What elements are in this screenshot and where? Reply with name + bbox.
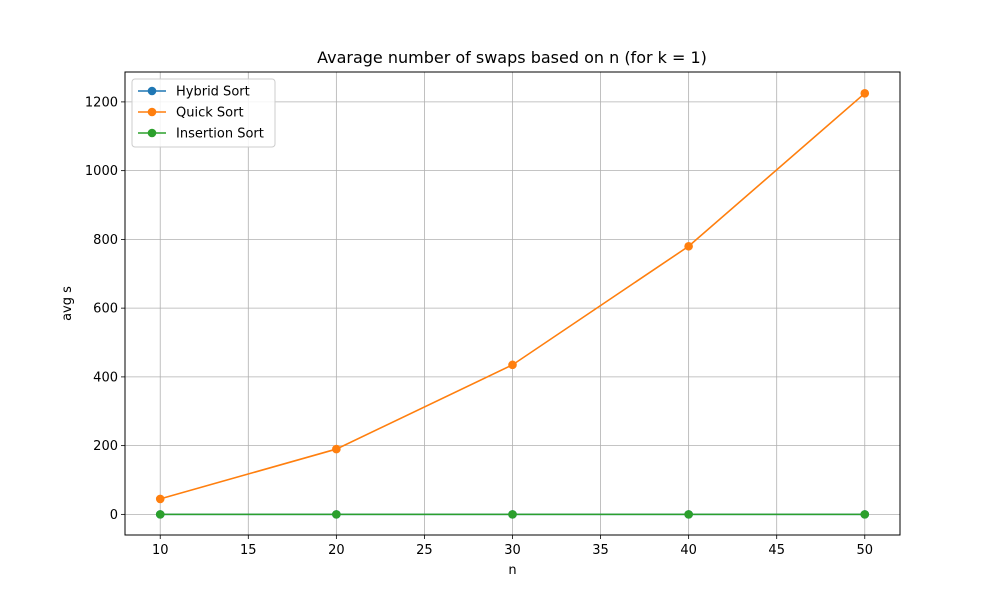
ticks: 10 15 20 25 30 35 40 45 50 0 200 400 600 800 1000 1200 <box>85 95 873 558</box>
x-tick-label: 20 <box>328 543 345 558</box>
data-point-insertion-sort <box>508 510 517 519</box>
data-point-quick-sort <box>860 89 870 98</box>
y-tick-label: 1000 <box>85 164 118 179</box>
x-tick-label: 50 <box>856 543 873 558</box>
x-tick-label: 35 <box>592 543 609 558</box>
data-point-insertion-sort <box>684 510 693 519</box>
data-point-quick-sort <box>332 444 341 454</box>
legend: Hybrid Sort Quick Sort Insertion Sort <box>131 78 276 148</box>
legend-box <box>131 78 276 148</box>
x-axis-label: n <box>508 563 516 578</box>
y-tick-label: 600 <box>93 302 118 317</box>
x-tick-label: 15 <box>240 543 257 558</box>
legend-label: Quick Sort <box>176 106 244 121</box>
y-tick-label: 200 <box>93 439 118 454</box>
y-tick-label: 1200 <box>85 95 118 110</box>
x-tick-label: 45 <box>768 543 785 558</box>
y-axis-label: avg s <box>60 286 75 321</box>
data-point-insertion-sort <box>155 510 165 519</box>
y-tick-label: 800 <box>93 233 118 248</box>
y-tick-label: 0 <box>110 508 118 523</box>
series-layer <box>155 89 870 519</box>
x-tick-label: 25 <box>416 543 433 558</box>
data-point-quick-sort <box>684 241 693 251</box>
x-tick-label: 10 <box>152 543 169 558</box>
data-point-quick-sort <box>508 360 517 370</box>
legend-marker <box>147 86 157 96</box>
legend-marker <box>147 107 157 117</box>
x-tick-label: 40 <box>680 543 697 558</box>
legend-label: Hybrid Sort <box>176 85 250 100</box>
data-point-insertion-sort <box>860 510 870 519</box>
data-point-insertion-sort <box>332 510 341 519</box>
y-tick-label: 400 <box>93 370 118 385</box>
legend-marker <box>147 128 157 138</box>
data-point-quick-sort <box>155 494 165 504</box>
chart-title: Avarage number of swaps based on n (for … <box>317 48 707 67</box>
legend-label: Insertion Sort <box>176 127 264 142</box>
x-tick-label: 30 <box>504 543 521 558</box>
